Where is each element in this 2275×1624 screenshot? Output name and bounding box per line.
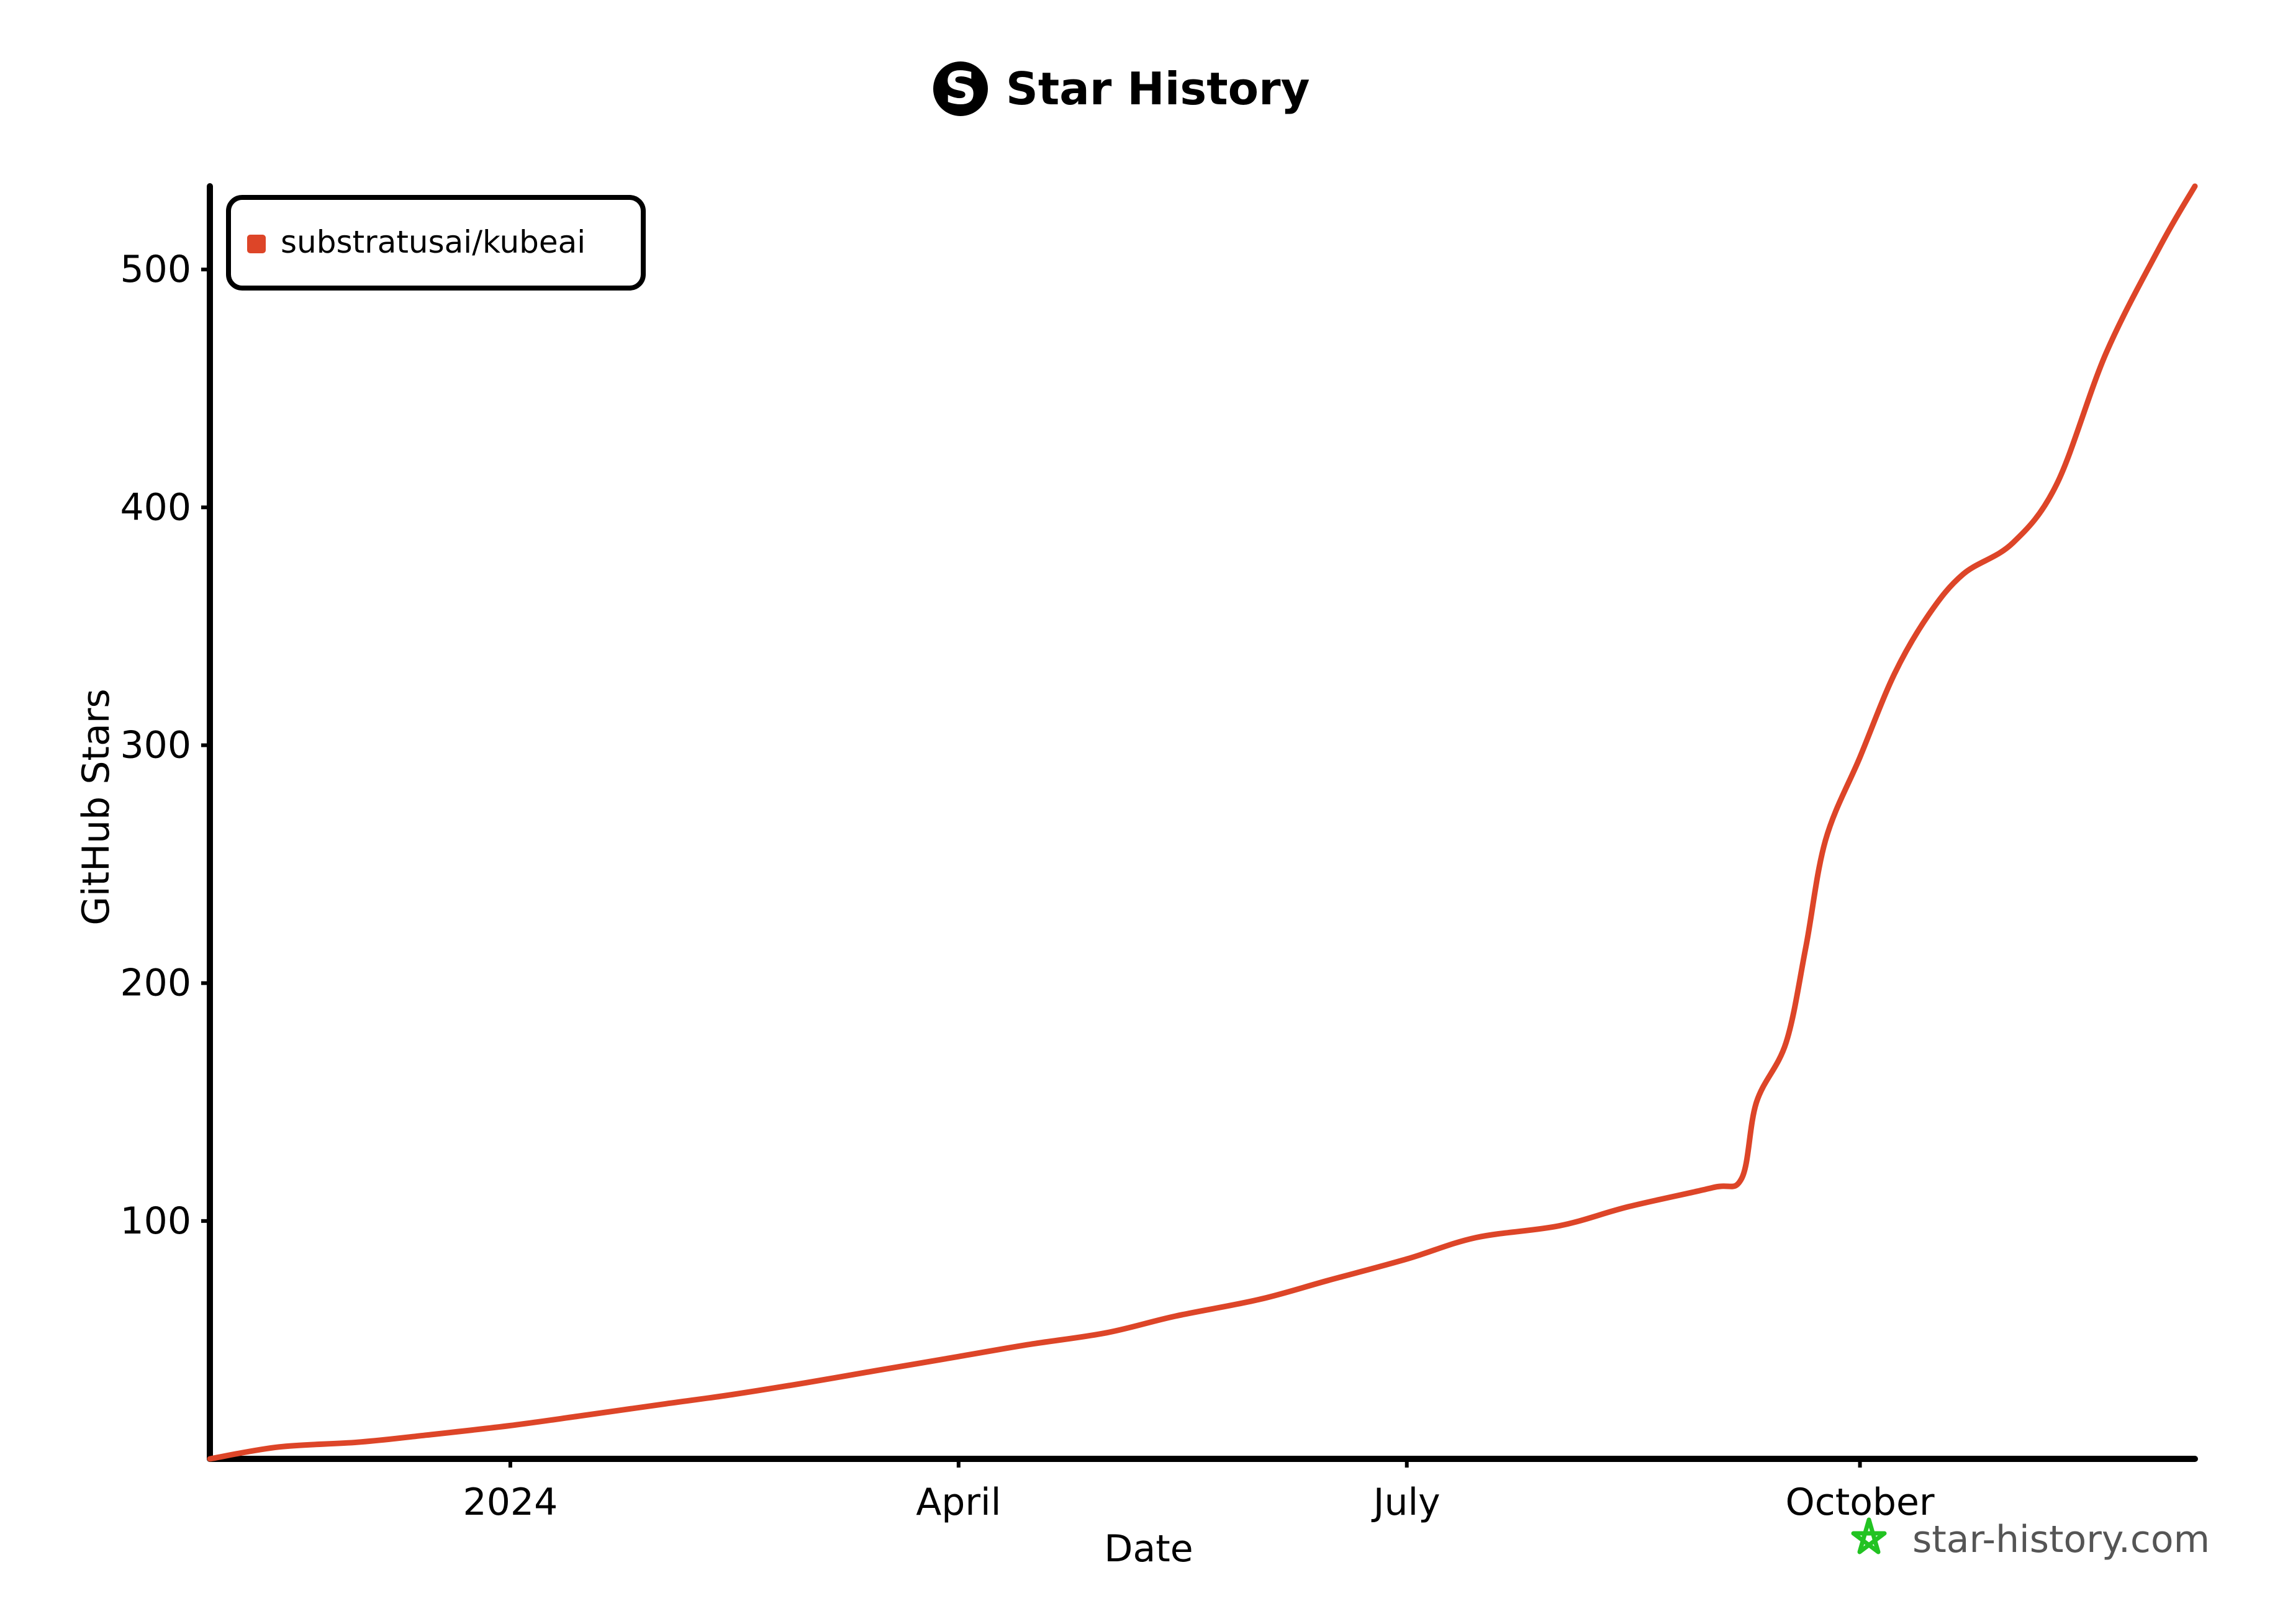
y-ticks: 100 200 300 400 500 [120, 248, 210, 1243]
y-tick-label: 500 [120, 248, 191, 291]
x-tick-label: 2024 [463, 1481, 558, 1524]
chart-title: Star History [1006, 63, 1310, 115]
legend: substratusai/kubeai [226, 195, 646, 291]
legend-box [226, 195, 646, 291]
x-tick-label: April [916, 1481, 1001, 1524]
footer-link[interactable]: star-history.com [1912, 1518, 2210, 1561]
series-layer [207, 183, 2198, 1462]
footer: star-history.com [1851, 1517, 2210, 1561]
x-ticks: 2024 April July October [463, 1459, 1935, 1524]
chart-title-group: S Star History [933, 61, 1310, 116]
star-history-logo-icon [933, 61, 988, 116]
x-tick-label: July [1371, 1481, 1441, 1524]
x-axis-title: Date [1104, 1527, 1193, 1571]
y-axis-title: GitHub Stars [75, 688, 118, 925]
y-tick-label: 100 [120, 1199, 191, 1243]
series-line-0 [207, 183, 2198, 1462]
legend-swatch [247, 235, 266, 253]
x-tick-label: October [1785, 1481, 1934, 1524]
star-icon [1851, 1517, 1887, 1554]
y-tick-label: 300 [120, 723, 191, 767]
y-tick-label: 400 [120, 485, 191, 529]
axes [207, 183, 2198, 1462]
legend-label: substratusai/kubeai [281, 224, 586, 260]
y-tick-label: 200 [120, 962, 191, 1005]
logo-letter: S [944, 62, 977, 114]
